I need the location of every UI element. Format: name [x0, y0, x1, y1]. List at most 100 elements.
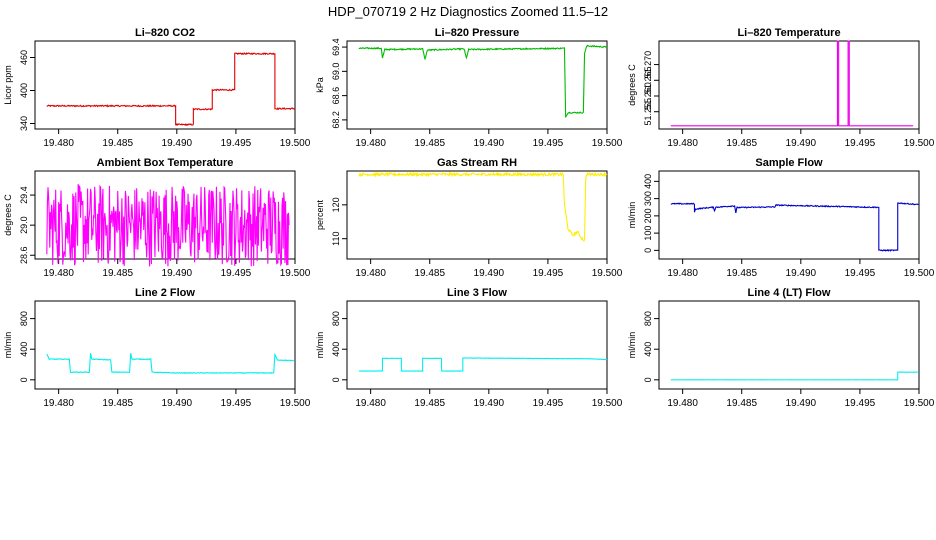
x-tick-label: 19.480: [43, 138, 74, 149]
y-tick-label: 400: [19, 342, 29, 357]
y-tick-label: 400: [331, 342, 341, 357]
y-tick-label: 200: [643, 208, 653, 223]
y-axis-label: kPa: [315, 77, 325, 93]
x-tick-label: 19.485: [726, 398, 757, 409]
x-tick-label: 19.485: [414, 268, 445, 279]
panel-2: Li–820 Pressure 19.480 19.485 19.490 19.495 1…: [315, 27, 623, 149]
y-tick-label: 51.265: [643, 67, 653, 95]
plot-frame: [658, 170, 920, 260]
panel-title: Line 2 Flow: [135, 287, 195, 299]
x-tick-label: 19.500: [904, 398, 935, 409]
data-trace: [46, 51, 296, 127]
panel-4: Ambient Box Temperature 19.480 19.485 19.49…: [3, 157, 311, 279]
x-tick-label: 19.485: [414, 398, 445, 409]
x-tick-label: 19.490: [162, 268, 193, 279]
y-axis-label: ml/min: [3, 332, 13, 359]
panel-title: Sample Flow: [755, 157, 823, 169]
y-axis-label: degrees C: [3, 194, 13, 236]
plot-frame: [658, 40, 920, 130]
panel-3: Li–820 Temperature 19.480 19.485 19.490 19.4…: [627, 27, 935, 149]
y-tick-label: 29.4: [19, 186, 29, 204]
x-tick-label: 19.500: [280, 398, 311, 409]
data-trace: [670, 40, 914, 127]
y-tick-label: 69.4: [331, 38, 341, 56]
y-tick-label: 0: [19, 377, 29, 382]
x-tick-label: 19.495: [533, 398, 564, 409]
x-tick-label: 19.495: [845, 268, 876, 279]
figure-title: HDP_070719 2 Hz Diagnostics Zoomed 11.5–…: [328, 4, 608, 19]
data-trace: [670, 202, 920, 252]
x-tick-label: 19.500: [592, 138, 623, 149]
y-tick-label: 120: [331, 197, 341, 212]
x-tick-label: 19.485: [102, 138, 133, 149]
y-tick-label: 800: [643, 311, 653, 326]
x-tick-label: 19.480: [667, 268, 698, 279]
data-trace: [670, 371, 918, 381]
y-tick-label: 51.260: [643, 82, 653, 110]
y-tick-label: 400: [19, 83, 29, 98]
panel-5: Gas Stream RH 19.480 19.485 19.490 19.495 19.…: [315, 157, 623, 279]
y-tick-label: 800: [19, 311, 29, 326]
x-tick-label: 19.500: [904, 138, 935, 149]
x-tick-label: 19.500: [592, 398, 623, 409]
y-tick-label: 300: [643, 191, 653, 206]
x-tick-label: 19.485: [102, 268, 133, 279]
x-tick-label: 19.500: [904, 268, 935, 279]
plot-frame: [346, 300, 608, 390]
y-tick-label: 400: [643, 342, 653, 357]
x-tick-label: 19.495: [845, 138, 876, 149]
y-tick-label: 110: [331, 232, 341, 246]
x-tick-label: 19.485: [102, 398, 133, 409]
x-tick-label: 19.485: [726, 268, 757, 279]
y-tick-label: 0: [331, 377, 341, 382]
x-tick-label: 19.480: [667, 398, 698, 409]
y-tick-label: 100: [643, 226, 653, 241]
plot-frame: [34, 300, 296, 390]
x-tick-label: 19.490: [474, 138, 505, 149]
y-tick-label: 51.270: [643, 51, 653, 79]
data-trace: [358, 357, 608, 372]
panel-9: Line 4 (LT) Flow 19.480 19.485 19.490 19.495…: [627, 287, 935, 409]
x-tick-label: 19.490: [474, 398, 505, 409]
y-axis-label: degrees C: [627, 64, 637, 106]
y-tick-label: 0: [643, 248, 653, 253]
x-tick-label: 19.480: [43, 268, 74, 279]
x-tick-label: 19.485: [414, 138, 445, 149]
panel-8: Line 3 Flow 19.480 19.485 19.490 19.495 19.50…: [315, 287, 623, 409]
y-tick-label: 0: [643, 377, 653, 382]
panel-title: Li–820 CO2: [135, 27, 195, 39]
x-tick-label: 19.495: [221, 138, 252, 149]
panel-title: Line 4 (LT) Flow: [748, 287, 831, 299]
y-tick-label: 340: [19, 116, 29, 131]
y-axis-label: percent: [315, 199, 325, 230]
plot-frame: [346, 40, 608, 130]
panel-title: Line 3 Flow: [447, 287, 507, 299]
x-tick-label: 19.495: [533, 138, 564, 149]
x-tick-label: 19.480: [43, 398, 74, 409]
x-tick-label: 19.485: [726, 138, 757, 149]
y-tick-label: 800: [331, 311, 341, 326]
x-tick-label: 19.500: [592, 268, 623, 279]
data-trace: [358, 44, 608, 118]
data-trace: [46, 352, 294, 374]
panel-1: Li–820 CO2 19.480 19.485 19.490 19.495 19.500…: [3, 27, 311, 149]
y-tick-label: 460: [19, 50, 29, 65]
x-tick-label: 19.500: [280, 138, 311, 149]
panel-title: Li–820 Temperature: [737, 27, 840, 39]
y-axis-label: ml/min: [315, 332, 325, 359]
y-axis-label: Licor ppm: [3, 65, 13, 105]
data-trace: [358, 170, 608, 242]
plot-frame: [34, 40, 296, 130]
x-tick-label: 19.490: [474, 268, 505, 279]
data-trace: [46, 184, 290, 267]
x-tick-label: 19.490: [786, 138, 817, 149]
panel-6: Sample Flow 19.480 19.485 19.490 19.495 19.50…: [627, 157, 935, 279]
y-tick-label: 29.0: [19, 216, 29, 234]
panel-title: Li–820 Pressure: [435, 27, 519, 39]
x-tick-label: 19.490: [786, 398, 817, 409]
x-tick-label: 19.480: [355, 138, 386, 149]
x-tick-label: 19.495: [533, 268, 564, 279]
y-tick-label: 400: [643, 174, 653, 189]
x-tick-label: 19.480: [355, 398, 386, 409]
x-tick-label: 19.495: [845, 398, 876, 409]
